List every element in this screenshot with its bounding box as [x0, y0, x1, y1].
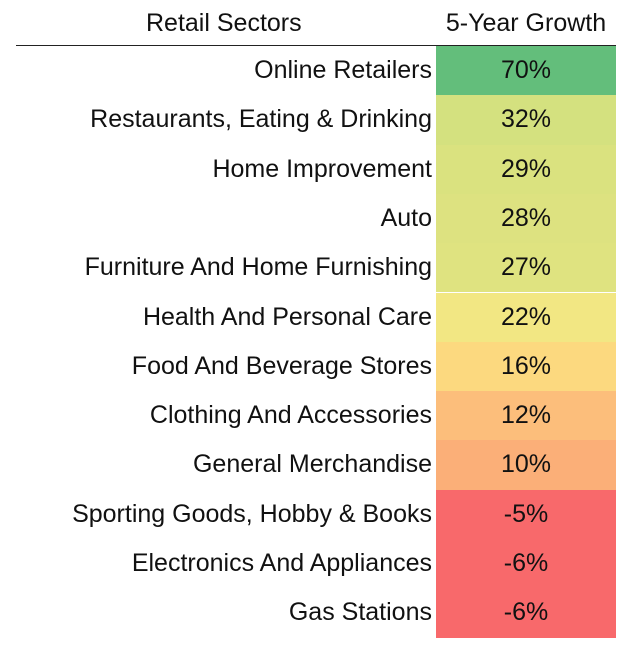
sector-label: Auto	[380, 203, 432, 232]
growth-cell: -5%	[436, 489, 616, 539]
sector-label: Food And Beverage Stores	[131, 351, 432, 380]
sector-label: Restaurants, Eating & Drinking	[90, 105, 432, 134]
growth-cell: 16%	[436, 341, 616, 392]
growth-cell: 10%	[436, 440, 616, 490]
growth-cell: -6%	[436, 588, 616, 638]
sector-label: Sporting Goods, Hobby & Books	[72, 499, 432, 528]
sector-label: Clothing And Accessories	[149, 401, 432, 430]
growth-cell: 22%	[436, 292, 616, 342]
growth-cell: 29%	[436, 144, 616, 194]
table-row: Furniture And Home Furnishing 27%	[0, 243, 624, 293]
sector-label: Furniture And Home Furnishing	[84, 253, 432, 282]
table-row: Electronics And Appliances -6%	[0, 539, 624, 589]
table-row: Restaurants, Eating & Drinking 32%	[0, 95, 624, 145]
table-row: Online Retailers 70%	[0, 46, 624, 96]
growth-cell: -6%	[436, 539, 616, 589]
growth-cell: 27%	[436, 243, 616, 293]
table-row: Auto 28%	[0, 193, 624, 244]
growth-cell: 32%	[436, 95, 616, 145]
sector-label: General Merchandise	[192, 450, 432, 479]
sector-label: Gas Stations	[288, 598, 432, 627]
table-row: Sporting Goods, Hobby & Books -5%	[0, 489, 624, 539]
growth-cell: 12%	[436, 391, 616, 441]
sector-label: Electronics And Appliances	[131, 549, 432, 577]
table-row: Food And Beverage Stores 16%	[0, 341, 624, 392]
header-rule	[16, 45, 616, 46]
table-row: Health And Personal Care 22%	[0, 292, 624, 342]
header-retail-sectors: Retail Sectors	[146, 9, 302, 37]
table-row: Clothing And Accessories 12%	[0, 391, 624, 441]
header-5-year-growth: 5-Year Growth	[445, 9, 607, 37]
table-row: Gas Stations -6%	[0, 588, 624, 638]
sector-label: Health And Personal Care	[142, 302, 432, 331]
growth-cell: 70%	[436, 46, 616, 96]
growth-cell: 28%	[436, 193, 616, 244]
sector-label: Home Improvement	[212, 154, 432, 183]
table-row: General Merchandise 10%	[0, 440, 624, 490]
table-row: Home Improvement 29%	[0, 144, 624, 194]
sector-label: Online Retailers	[254, 56, 432, 84]
